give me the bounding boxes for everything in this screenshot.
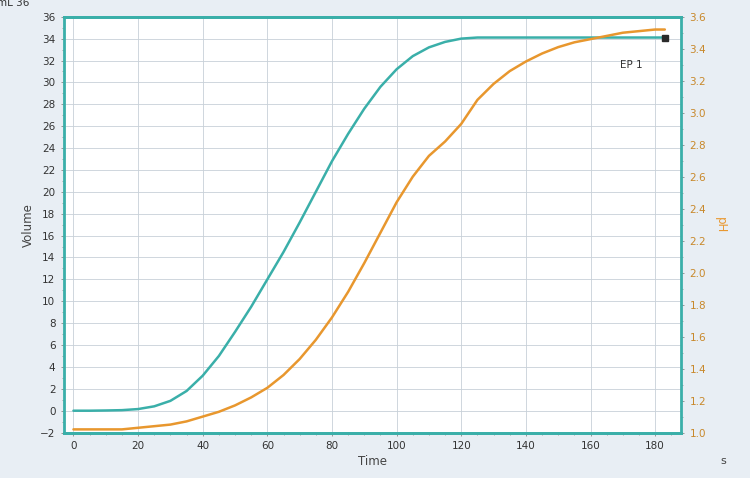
Y-axis label: Volume: Volume <box>22 203 34 247</box>
X-axis label: Time: Time <box>358 455 387 468</box>
Y-axis label: pH: pH <box>714 217 728 233</box>
Text: EP 1: EP 1 <box>620 60 642 70</box>
Text: mL 36: mL 36 <box>0 0 29 9</box>
Text: s: s <box>721 456 727 466</box>
